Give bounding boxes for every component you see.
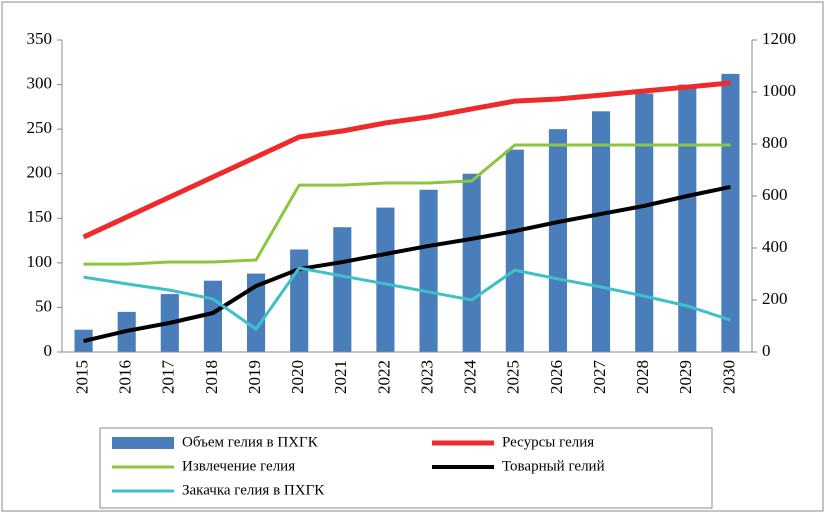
y-tick-label: 200 (27, 163, 53, 182)
line-series (82, 80, 731, 240)
legend-box (99, 427, 713, 509)
bar (721, 73, 740, 353)
bar (419, 189, 438, 352)
x-tick-label: 2022 (374, 360, 393, 394)
bar (592, 111, 611, 352)
y-tick-label: 0 (44, 341, 53, 360)
y-tick-label: 350 (27, 29, 53, 48)
x-tick-label: 2030 (719, 360, 738, 394)
legend-label: Товарный гелий (502, 458, 605, 474)
bar (333, 227, 352, 352)
x-tick-label: 2028 (633, 360, 652, 394)
legend-label: Ресурсы гелия (502, 434, 594, 450)
bar (247, 273, 266, 352)
bar (548, 129, 567, 352)
line-series (83, 266, 731, 331)
x-tick-label: 2025 (504, 360, 523, 394)
legend: Объем гелия в ПХГК Ресурсы гелия Извлечени… (99, 427, 713, 509)
x-tick-label: 2015 (72, 360, 91, 394)
legend-label: Извлечение гелия (182, 458, 295, 474)
y2-tick-label: 800 (762, 133, 788, 152)
x-tick-label: 2021 (331, 360, 350, 394)
bar (678, 84, 697, 353)
x-tick-label: 2018 (202, 360, 221, 394)
y2-tick-label: 0 (762, 341, 771, 360)
y2-tick-label: 600 (762, 185, 788, 204)
legend-label: Закачка гелия в ПХГК (182, 482, 325, 498)
x-tick-label: 2020 (288, 360, 307, 394)
y-tick-label: 250 (27, 118, 53, 137)
y-tick-label: 300 (27, 73, 53, 92)
x-tick-label: 2017 (159, 360, 178, 395)
x-tick-label: 2016 (116, 360, 135, 394)
bar (376, 207, 395, 352)
legend-label: Объем гелия в ПХГК (182, 434, 319, 450)
bar (290, 249, 309, 352)
x-tick-label: 2029 (676, 360, 695, 394)
y-tick-label: 50 (35, 296, 52, 315)
x-tick-label: 2019 (245, 360, 264, 394)
y-tick-label: 100 (27, 252, 53, 271)
y2-tick-label: 1200 (762, 29, 796, 48)
bar (635, 93, 654, 352)
y2-tick-label: 200 (762, 289, 788, 308)
x-tick-label: 2026 (547, 360, 566, 394)
x-tick-label: 2027 (590, 360, 609, 395)
legend-swatch (112, 437, 174, 449)
y-tick-label: 150 (27, 207, 53, 226)
bar (462, 173, 481, 352)
line-series (83, 143, 731, 266)
line-series (83, 184, 731, 344)
x-tick-label: 2024 (461, 360, 480, 395)
y2-tick-label: 400 (762, 237, 788, 256)
x-tick-label: 2023 (417, 360, 436, 394)
y2-tick-label: 1000 (762, 81, 796, 100)
bar (505, 149, 524, 352)
